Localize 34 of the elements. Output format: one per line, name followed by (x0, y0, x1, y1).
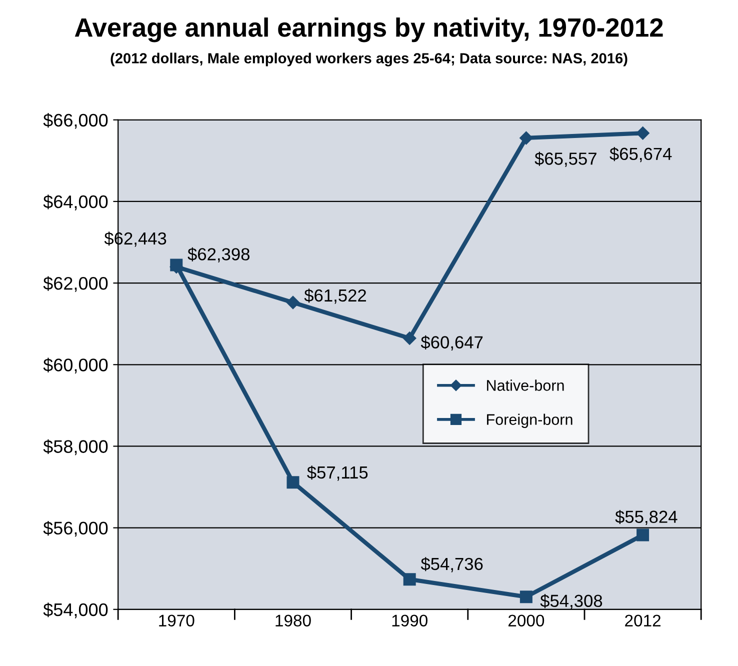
point (403, 573, 416, 586)
chart-title: Average annual earnings by nativity, 1970-2012 (74, 18, 663, 42)
x-tick-label: 1980 (276, 614, 311, 626)
data-label: $61,522 (304, 288, 366, 304)
point (403, 332, 416, 345)
y-tick-label: $66,000 (43, 113, 108, 129)
data-label: $65,674 (610, 147, 672, 162)
data-label: $65,557 (534, 152, 596, 167)
y-tick-label: $58,000 (43, 439, 108, 456)
legend-label: Foreign-born (487, 414, 572, 428)
data-label: $55,824 (615, 510, 678, 526)
data-label: $54,308 (540, 594, 602, 610)
data-label: $54,736 (420, 557, 483, 572)
x-tick-label: 2012 (625, 614, 660, 626)
data-label: $62,398 (188, 247, 250, 262)
point (286, 296, 300, 310)
x-tick-label: 1970 (159, 614, 194, 626)
x-tick-label: 1990 (392, 614, 428, 626)
point (636, 528, 650, 542)
point (520, 590, 532, 604)
y-tick-label: $62,000 (43, 276, 108, 292)
y-tick-label: $54,000 (43, 602, 108, 618)
legend-label: Native-born (487, 380, 564, 391)
y-tick-label: $56,000 (43, 520, 108, 537)
data-label: $60,647 (420, 335, 483, 351)
point (520, 131, 533, 145)
point (286, 476, 300, 489)
point (170, 258, 183, 272)
y-tick-label: $64,000 (43, 194, 108, 210)
y-tick-label: $60,000 (43, 358, 108, 374)
data-label: $57,115 (307, 466, 368, 481)
point (636, 126, 650, 140)
x-tick-label: 2000 (508, 614, 544, 626)
chart-subtitle: (2012 dollars, Male employed workers ages 25-64; Data source: NAS, 2016) (110, 52, 628, 66)
